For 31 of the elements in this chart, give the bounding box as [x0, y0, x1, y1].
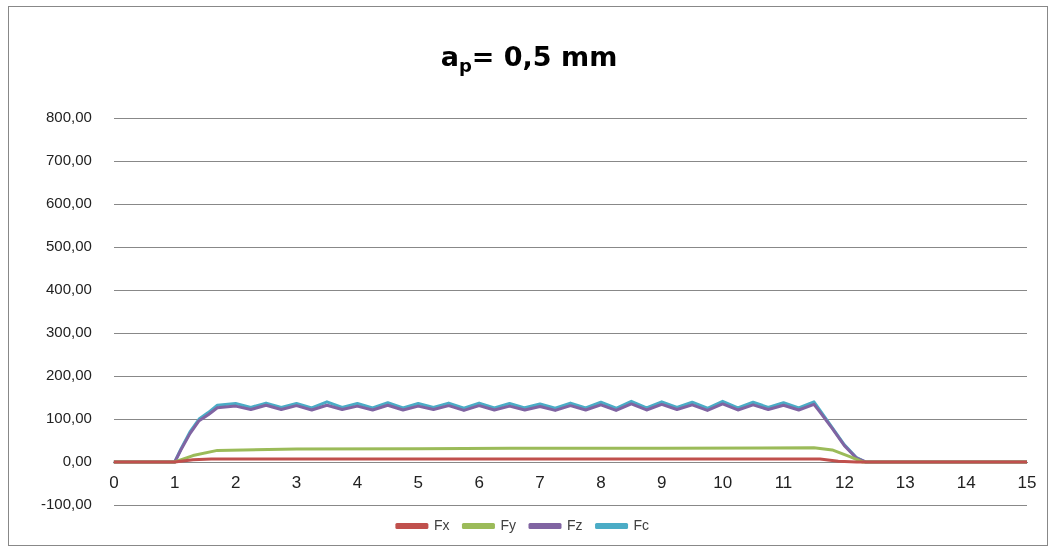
y-tick-label: 800,00 [45, 108, 92, 126]
x-tick-label: 14 [956, 472, 976, 492]
y-tick-label: -100,00 [41, 495, 92, 513]
x-tick-label: 3 [291, 472, 302, 492]
y-tick-label: 300,00 [45, 323, 92, 341]
y-tick-label: 500,00 [45, 237, 92, 255]
x-tick-label: 12 [834, 472, 854, 492]
x-tick-label: 1 [170, 472, 180, 492]
y-tick-label: 700,00 [45, 151, 92, 169]
y-tick-label: 0,00 [62, 452, 92, 470]
x-tick-label: 7 [535, 472, 545, 492]
legend-label: Fz [567, 516, 583, 533]
x-tick-label: 11 [774, 472, 793, 492]
legend-label: Fc [633, 516, 650, 533]
x-tick-label: 13 [895, 472, 915, 492]
x-tick-label: 5 [413, 472, 423, 492]
chart-title: a$_{p}$= 0,5 mm [439, 41, 619, 77]
x-tick-label: 2 [230, 472, 241, 492]
x-tick-label: 9 [657, 472, 667, 492]
x-tick-label: 15 [1017, 472, 1037, 492]
legend-label: Fy [500, 516, 517, 533]
y-tick-label: 200,00 [45, 366, 92, 384]
x-tick-label: 4 [352, 472, 363, 492]
x-tick-label: 8 [596, 472, 606, 492]
y-tick-label: 400,00 [45, 280, 92, 298]
legend-label: Fx [433, 516, 450, 533]
y-tick-label: 100,00 [45, 409, 92, 427]
x-tick-label: 6 [474, 472, 484, 492]
x-tick-label: 0 [109, 472, 119, 492]
x-tick-label: 10 [713, 472, 733, 492]
y-tick-label: 600,00 [45, 194, 92, 212]
